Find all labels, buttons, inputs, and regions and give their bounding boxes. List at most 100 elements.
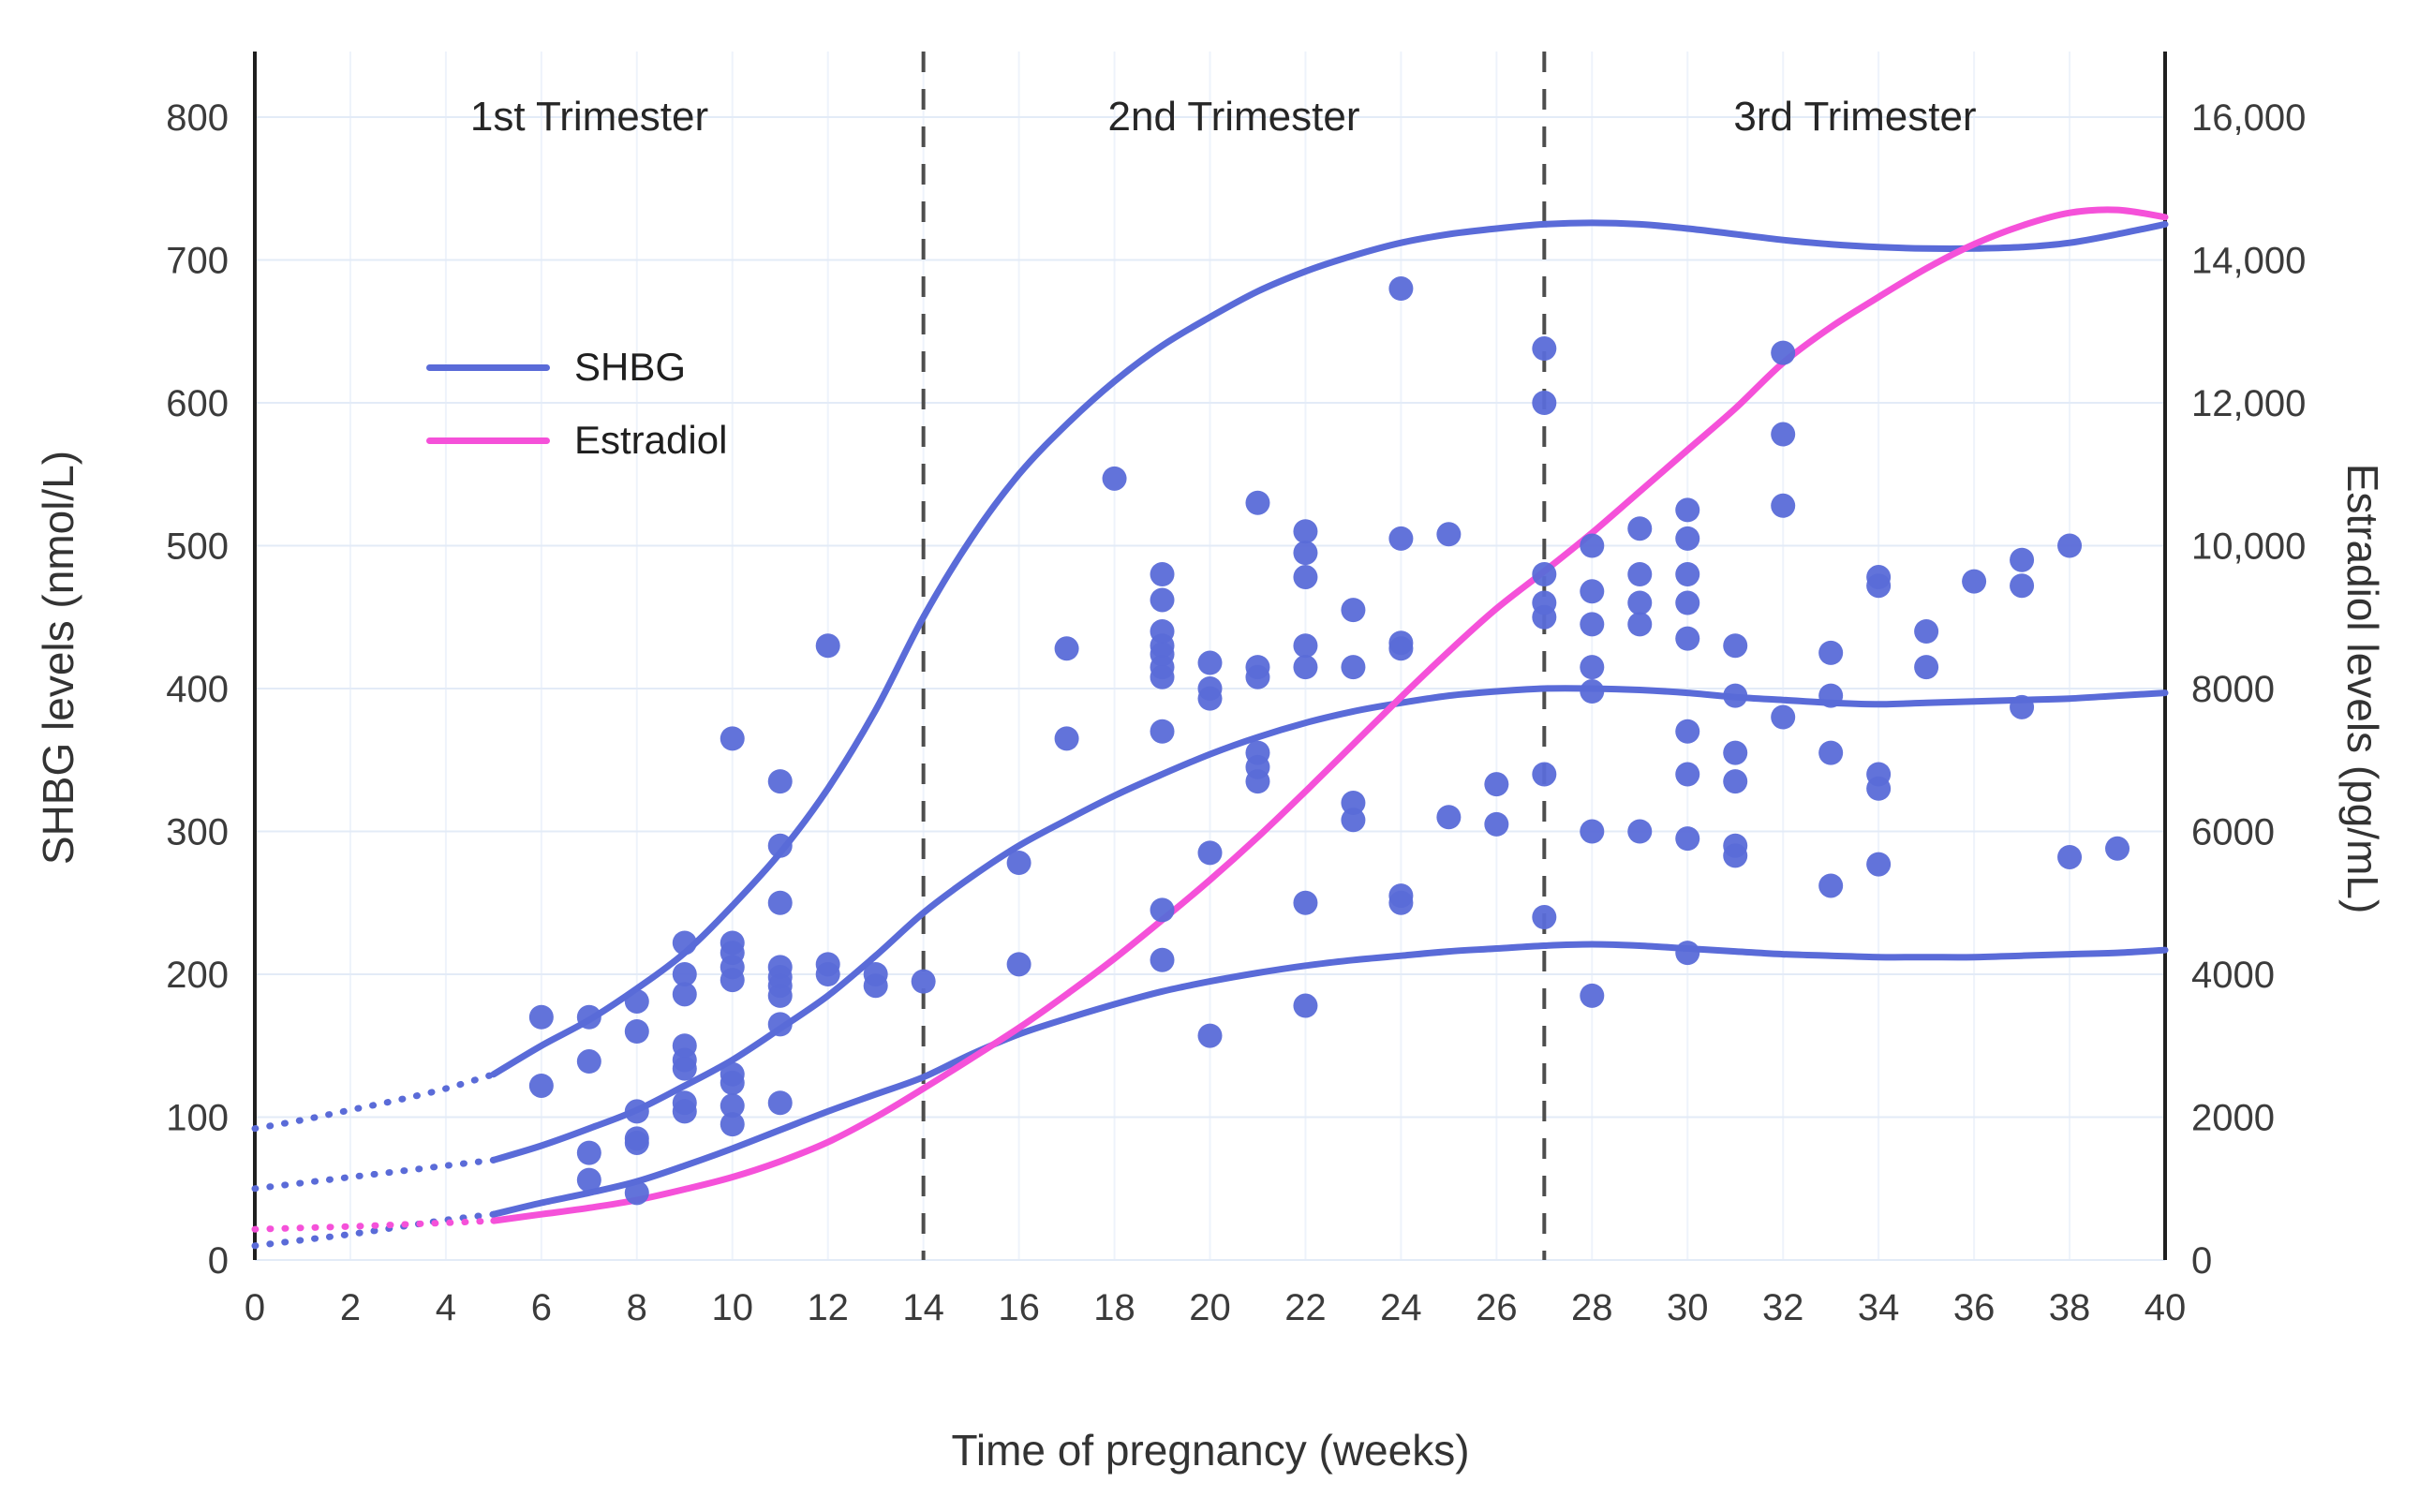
- scatter-point: [1580, 579, 1605, 604]
- scatter-point: [1341, 808, 1366, 833]
- scatter-point: [1102, 466, 1127, 491]
- scatter-point: [1293, 519, 1318, 544]
- scatter-point: [1627, 562, 1653, 586]
- x-tick-label: 0: [245, 1287, 265, 1328]
- scatter-point: [1150, 897, 1175, 923]
- scatter-point: [1627, 819, 1653, 844]
- scatter-point: [1150, 664, 1175, 689]
- scatter-point: [576, 1004, 601, 1030]
- scatter-point: [1436, 522, 1462, 547]
- scatter-point: [1962, 569, 1987, 594]
- scatter-point: [1197, 686, 1223, 711]
- scatter-point: [1723, 683, 1748, 708]
- scatter-point: [1866, 852, 1892, 877]
- left-tick-label: 0: [208, 1240, 229, 1282]
- x-tick-label: 24: [1380, 1287, 1422, 1328]
- scatter-point: [1818, 740, 1844, 765]
- scatter-point: [767, 1012, 793, 1037]
- scatter-point: [1723, 843, 1748, 868]
- scatter-point: [720, 968, 745, 993]
- scatter-point: [1006, 851, 1031, 876]
- scatter-point: [624, 988, 649, 1014]
- right-tick-label: 0: [2191, 1240, 2212, 1282]
- x-tick-label: 8: [627, 1287, 647, 1328]
- scatter-point: [1771, 704, 1796, 730]
- x-tick-label: 22: [1284, 1287, 1327, 1328]
- x-tick-label: 38: [2049, 1287, 2091, 1328]
- scatter-point: [1866, 573, 1892, 599]
- scatter-point: [576, 1049, 601, 1075]
- scatter-point: [1006, 952, 1031, 977]
- scatter-point: [624, 1019, 649, 1044]
- scatter-point: [1675, 526, 1700, 551]
- legend-item-shbg: SHBG: [426, 343, 727, 392]
- scatter-point: [1675, 497, 1700, 523]
- shbg-median-curve-dotted: [251, 1156, 497, 1193]
- scatter-point: [1532, 905, 1557, 929]
- scatter-point: [2010, 547, 2035, 572]
- scatter-point: [863, 973, 888, 999]
- trimester-label-3: 3rd Trimester: [1733, 94, 1977, 140]
- x-tick-label: 34: [1858, 1287, 1900, 1328]
- left-tick-label: 200: [166, 955, 229, 996]
- shbg-lower-curve-dotted: [251, 1210, 497, 1250]
- right-tick-label: 6000: [2191, 812, 2275, 853]
- scatter-point: [1245, 769, 1270, 794]
- scatter-point: [1293, 890, 1318, 915]
- estradiol-curve: [490, 206, 2169, 1224]
- scatter-point: [624, 1180, 649, 1206]
- scatter-point: [1484, 811, 1509, 837]
- scatter-point: [1818, 683, 1844, 708]
- x-tick-label: 32: [1762, 1287, 1804, 1328]
- scatter-point: [672, 1056, 697, 1081]
- shbg-upper-curve-dotted: [251, 1071, 497, 1133]
- left-tick-label: 800: [166, 97, 229, 139]
- scatter-point: [720, 1070, 745, 1095]
- scatter-point: [1675, 626, 1700, 651]
- scatter-point: [2057, 533, 2083, 558]
- scatter-point: [2010, 573, 2035, 599]
- scatter-point: [815, 962, 840, 986]
- left-tick-label: 300: [166, 812, 229, 853]
- scatter-point: [1388, 526, 1414, 551]
- scatter-point: [1627, 590, 1653, 615]
- right-tick-label: 8000: [2191, 669, 2275, 710]
- x-tick-label: 12: [807, 1287, 849, 1328]
- scatter-point: [1150, 587, 1175, 613]
- scatter-point: [767, 983, 793, 1008]
- scatter-point: [1675, 941, 1700, 966]
- right-tick-label: 14,000: [2191, 241, 2306, 282]
- shbg-lower-curve: [490, 941, 2169, 1218]
- scatter-point: [1914, 619, 1939, 644]
- scatter-point: [672, 930, 697, 956]
- scatter-point: [1388, 890, 1414, 915]
- scatter-point: [576, 1140, 601, 1165]
- scatter-point: [1580, 983, 1605, 1008]
- scatter-point: [720, 726, 745, 751]
- scatter-point: [1675, 590, 1700, 615]
- x-axis-title: Time of pregnancy (weeks): [951, 1426, 1470, 1475]
- left-tick-label: 500: [166, 526, 229, 568]
- scatter-point: [1723, 633, 1748, 659]
- x-tick-label: 16: [998, 1287, 1040, 1328]
- scatter-point: [1580, 533, 1605, 558]
- scatter-point: [1388, 636, 1414, 661]
- left-tick-label: 600: [166, 383, 229, 424]
- scatter-point: [1293, 993, 1318, 1018]
- scatter-point: [911, 969, 936, 994]
- estradiol-line-swatch: [426, 437, 550, 444]
- scatter-point: [1197, 1023, 1223, 1048]
- scatter-point: [1580, 655, 1605, 680]
- scatter-point: [1150, 562, 1175, 586]
- scatter-point: [720, 1093, 745, 1119]
- scatter-point: [672, 962, 697, 986]
- scatter-point: [1293, 565, 1318, 590]
- scatter-point: [528, 1004, 554, 1030]
- legend-label-estradiol: Estradiol: [574, 418, 728, 462]
- x-tick-label: 26: [1476, 1287, 1518, 1328]
- x-tick-label: 14: [902, 1287, 944, 1328]
- x-tick-label: 4: [436, 1287, 456, 1328]
- scatter-point: [1580, 679, 1605, 704]
